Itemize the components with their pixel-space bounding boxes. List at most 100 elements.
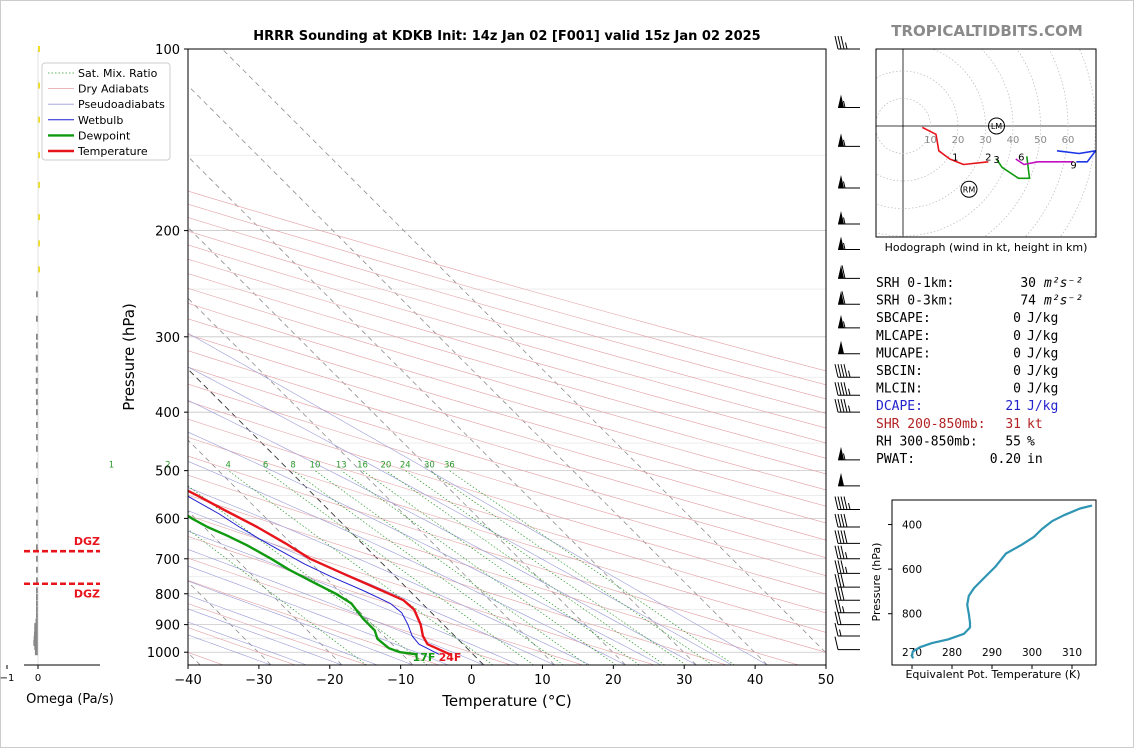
- dry-adiabat: [188, 536, 583, 665]
- barb-half: [845, 42, 848, 50]
- wind-barb: [834, 530, 860, 544]
- y-tick-label: 200: [155, 225, 180, 240]
- barb-full: [840, 587, 845, 601]
- hodograph-km-label: 6: [1018, 152, 1024, 163]
- hodograph-segment: [1015, 158, 1074, 166]
- barb-half: [848, 405, 851, 413]
- barb-full: [840, 382, 845, 396]
- barb-full: [840, 574, 845, 588]
- omega-bar: [33, 639, 38, 646]
- omega-bar: [36, 462, 38, 469]
- dry-adiabat: [188, 190, 826, 372]
- mixing-ratio-label: 24: [400, 461, 411, 471]
- y-tick-label: 500: [155, 465, 180, 480]
- wind-barb: [834, 599, 860, 614]
- watermark: TROPICALTIDBITS.COM: [891, 22, 1083, 40]
- index-unit: J/kg: [1027, 364, 1058, 379]
- barb-full: [834, 545, 839, 559]
- wind-barb: [838, 314, 860, 329]
- hodograph-ring: [876, 49, 1014, 237]
- barb-half: [843, 139, 846, 147]
- omega-bar: [36, 445, 38, 452]
- storm-motion-right-marker: [960, 180, 978, 198]
- index-value: 31: [1005, 417, 1021, 432]
- chart-title: HRRR Sounding at KDKB Init: 14z Jan 02 […: [253, 29, 760, 44]
- dry-adiabat: [188, 244, 826, 429]
- hodograph-caption: Hodograph (wind in kt, height in km): [885, 241, 1088, 254]
- omega-bar: [38, 116, 40, 123]
- wind-barb: [834, 560, 860, 574]
- barb-full: [834, 587, 839, 601]
- y-axis-label: Pressure (hPa): [120, 303, 138, 411]
- theta-e-y-label: Pressure (hPa): [870, 543, 883, 622]
- dry-adiabat: [188, 383, 826, 576]
- dry-adiabat: [188, 288, 826, 475]
- isotherm-line: [188, 368, 485, 665]
- hodograph-frame: [875, 48, 1097, 238]
- index-row: SBCAPE: 0 J/kg: [876, 311, 1058, 326]
- omega-bar: [36, 399, 38, 406]
- dry-adiabat: [188, 217, 826, 400]
- index-row: SHR 200-850mb: 31 kt: [876, 417, 1043, 432]
- dry-adiabat: [188, 366, 826, 558]
- barb-full: [840, 513, 845, 528]
- theta-e-line: [910, 504, 1093, 659]
- x-tick-label: −10: [387, 673, 414, 688]
- barb-full: [841, 291, 846, 305]
- hodograph-ring-label: 50: [1034, 135, 1047, 146]
- theta-e-x-tick-label: 290: [982, 647, 1002, 659]
- theta-e-y-tick-label: 400: [902, 520, 922, 532]
- mixing-ratio-line: [314, 470, 588, 665]
- barb-flag: [838, 133, 844, 147]
- omega-bar: [35, 618, 38, 625]
- x-tick-label: 50: [818, 673, 835, 688]
- barb-flag: [838, 94, 844, 108]
- omega-bar: [36, 506, 38, 513]
- x-tick-label: −30: [245, 673, 272, 688]
- pseudo-adiabat: [188, 510, 555, 665]
- barb-full: [840, 545, 845, 559]
- index-value: 30: [1020, 276, 1036, 291]
- barb-full: [837, 587, 842, 601]
- x-tick-label: −20: [316, 673, 343, 688]
- wind-barb: [838, 340, 860, 355]
- index-value: 0: [1013, 364, 1021, 379]
- storm-motion-left-label: LM: [991, 122, 1002, 131]
- omega-axis-label: Omega (Pa/s): [26, 692, 114, 707]
- barb-full: [843, 496, 848, 510]
- omega-bar: [36, 594, 38, 601]
- theta-e-y-tick-label: 600: [902, 564, 922, 576]
- index-label: PWAT:: [876, 452, 915, 467]
- index-row: SRH 0-1km: 30 m²s⁻²: [876, 276, 1083, 291]
- omega-bar: [38, 266, 40, 273]
- hodograph-ring-label: 20: [952, 135, 965, 146]
- omega-bar: [38, 181, 40, 188]
- omega-bar: [36, 492, 38, 499]
- wind-barb: [838, 133, 860, 147]
- barb-half: [843, 453, 846, 461]
- skewt-series: [188, 489, 452, 656]
- barb-half: [843, 181, 846, 189]
- barb-half: [842, 606, 845, 613]
- omega-bar: [36, 587, 38, 594]
- index-label: MLCAPE:: [876, 329, 931, 344]
- index-value: 0: [1013, 382, 1021, 397]
- mixing-ratio-line: [362, 470, 640, 665]
- wind-barb: [834, 364, 860, 378]
- index-unit: in: [1027, 452, 1043, 467]
- hodograph-ring: [1024, 49, 1069, 237]
- omega-bar: [36, 409, 38, 416]
- index-label: RH 300-850mb:: [876, 434, 978, 449]
- hodograph-ring: [876, 98, 931, 154]
- x-axis-label: Temperature (°C): [441, 692, 571, 710]
- wetbulb-profile: [188, 495, 440, 655]
- omega-bar: [36, 333, 38, 340]
- barb-full: [841, 265, 846, 279]
- barb-full: [834, 622, 839, 637]
- wind-barb: [834, 399, 860, 413]
- theta-e-frame: [891, 499, 1097, 666]
- omega-bar: [35, 377, 38, 384]
- temperature-profile: [188, 489, 452, 656]
